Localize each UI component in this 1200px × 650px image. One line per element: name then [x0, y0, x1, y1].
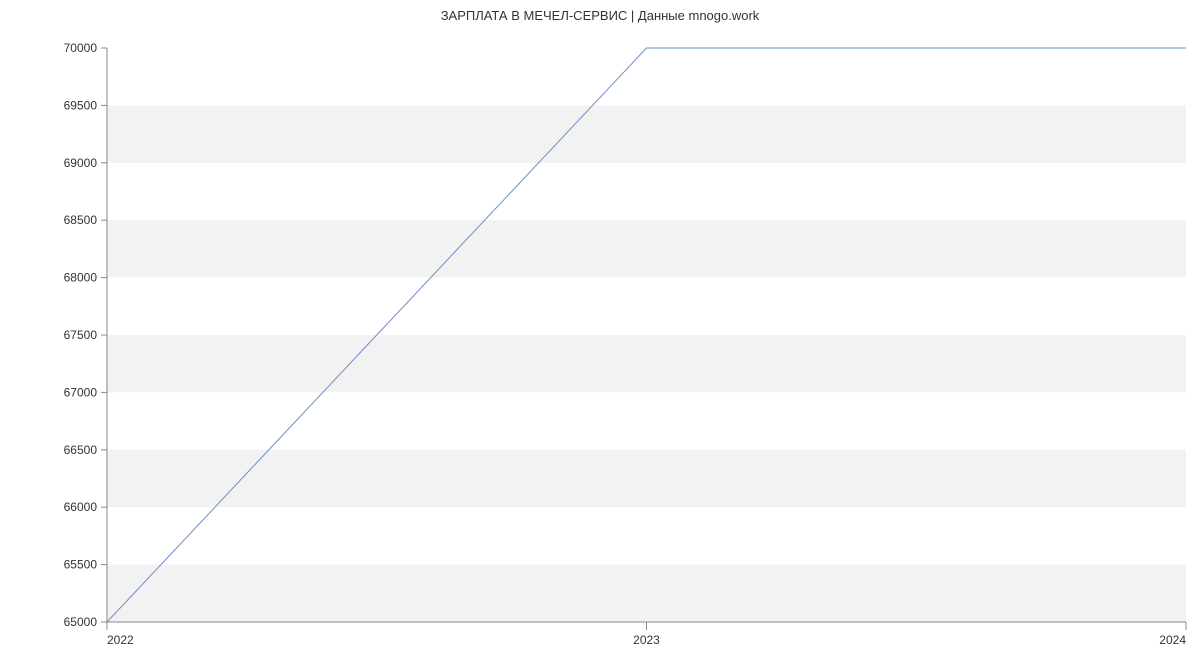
y-tick-label: 65500: [64, 558, 98, 572]
y-tick-label: 68500: [64, 213, 98, 227]
x-tick-label: 2022: [107, 633, 134, 647]
chart-title: ЗАРПЛАТА В МЕЧЕЛ-СЕРВИС | Данные mnogo.w…: [441, 8, 760, 23]
y-tick-label: 69000: [64, 156, 98, 170]
y-tick-label: 69500: [64, 98, 98, 112]
y-tick-label: 67500: [64, 328, 98, 342]
y-tick-label: 70000: [64, 41, 98, 55]
y-tick-label: 65000: [64, 615, 98, 629]
y-tick-label: 66000: [64, 500, 98, 514]
y-tick-label: 66500: [64, 443, 98, 457]
x-tick-label: 2023: [633, 633, 660, 647]
y-tick-label: 68000: [64, 271, 98, 285]
y-tick-label: 67000: [64, 385, 98, 399]
chart-svg: 65000 65500 66000 66500 67000 67500 68000 68500…: [0, 0, 1200, 650]
x-tick-label: 2024: [1159, 633, 1186, 647]
salary-line-chart: 65000 65500 66000 66500 67000 67500 68000 68500…: [0, 0, 1200, 650]
